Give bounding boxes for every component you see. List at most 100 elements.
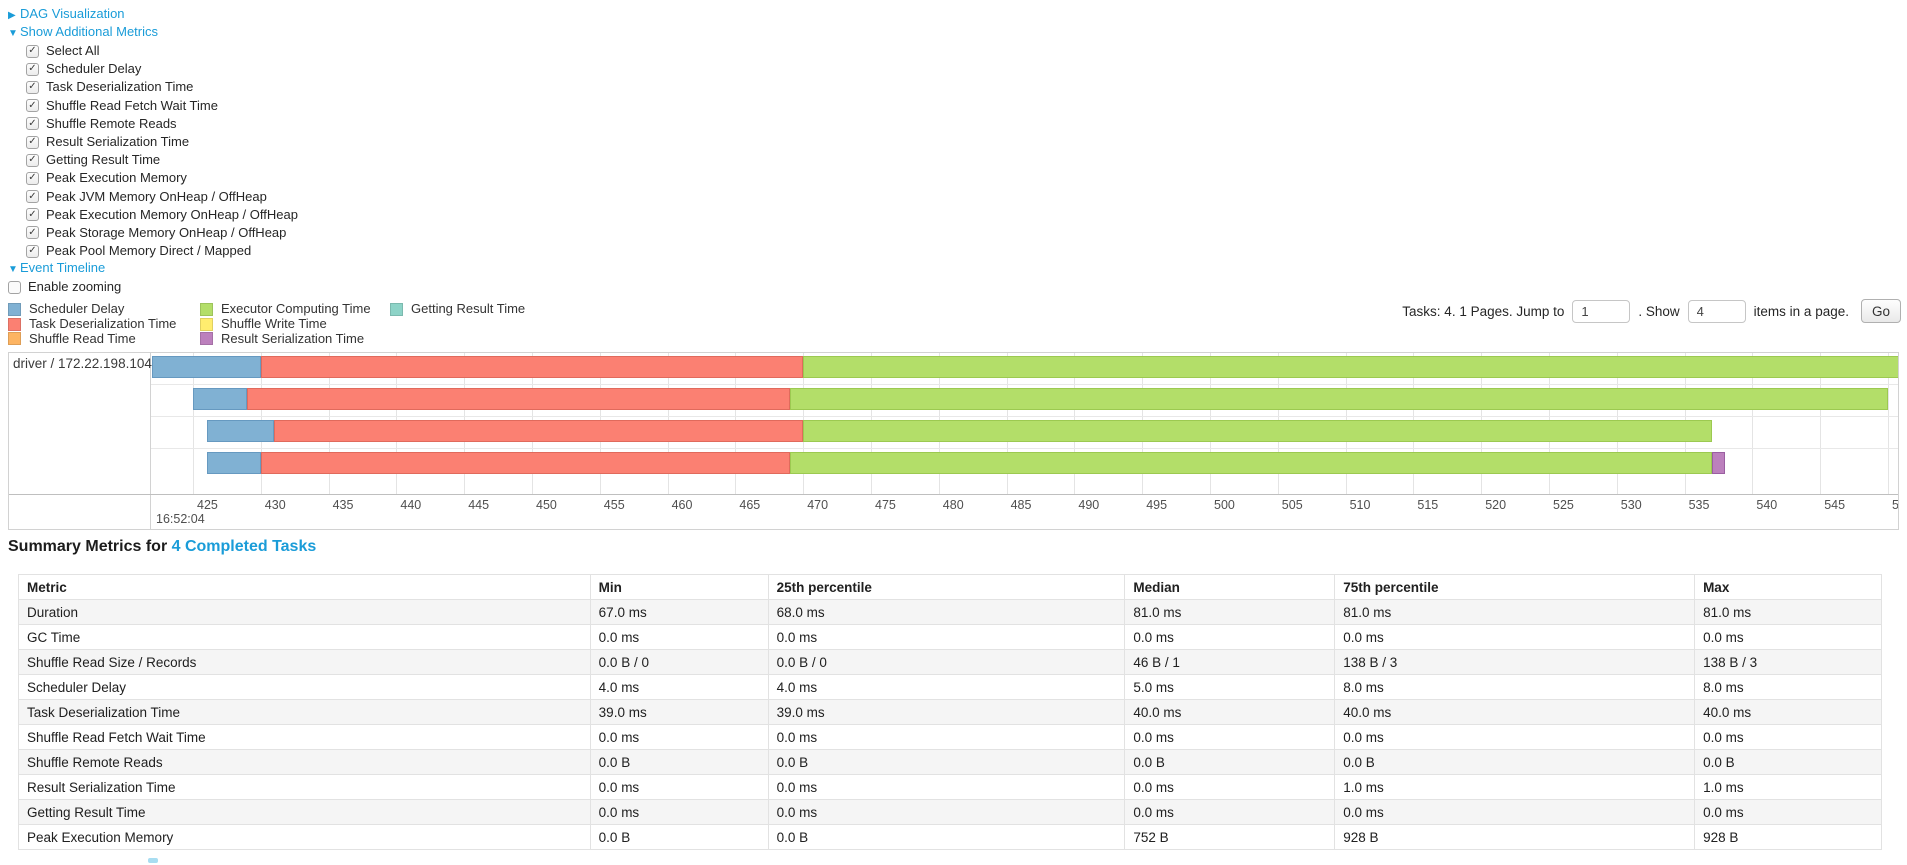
getting-result-swatch-icon [390,302,403,316]
metric-value-cell: 0.0 ms [767,724,1126,750]
checked-checkbox[interactable]: ✓ [26,44,39,58]
metric-checkbox-row[interactable]: ✓ Peak Execution Memory OnHeap / OffHeap [26,206,298,224]
metric-checkbox-label: Select All [46,43,100,58]
completed-tasks-link[interactable]: 4 Completed Tasks [171,538,317,555]
axis-tick-label: 495 [1146,498,1168,512]
legend-item: Getting Result Time [390,302,525,317]
table-row: Scheduler Delay 4.0 ms 4.0 ms 5.0 ms 8.0 ms 8… [18,674,1882,700]
metric-value-cell: 0.0 ms [1124,624,1336,650]
metric-value-cell: 81.0 ms [1694,599,1882,625]
metric-checkbox-row[interactable]: ✓ Result Serialization Time [26,133,298,151]
metric-value-cell: 1.0 ms [1694,774,1882,800]
metric-name-cell: Result Serialization Time [18,774,591,800]
scheduler-delay-swatch-icon [8,302,21,316]
axis-tick-label: 505 [1281,498,1303,512]
task-4-scheduler-delay-bar[interactable] [206,452,261,474]
task-pagination: Tasks: 4. 1 Pages. Jump to . Show items … [1398,296,1901,326]
metric-value-cell: 81.0 ms [1334,599,1696,625]
metric-value-cell: 0.0 ms [1124,799,1336,825]
lane-separator [151,416,1898,417]
metric-checkbox-row[interactable]: ✓ Getting Result Time [26,151,298,169]
task-3-executor-computing-bar[interactable] [803,420,1712,442]
metric-value-cell: 0.0 B [1124,749,1336,775]
metric-value-cell: 0.0 ms [767,624,1126,650]
axis-tick-label: 520 [1485,498,1507,512]
axis-tick-label: 450 [536,498,557,512]
checked-checkbox[interactable]: ✓ [26,244,39,258]
axis-tick-label: 470 [807,498,829,512]
jump-to-page-input[interactable] [1572,299,1631,323]
metric-checkbox-row[interactable]: ✓ Peak JVM Memory OnHeap / OffHeap [26,188,298,206]
task-4-task-deserialization-bar[interactable] [260,452,790,474]
table-row: Shuffle Remote Reads 0.0 B 0.0 B 0.0 B 0.0 B… [18,749,1882,775]
dag-visualization-label: DAG Visualization [20,6,125,21]
metric-value-cell: 928 B [1694,824,1882,850]
task-2-executor-computing-bar[interactable] [789,388,1889,410]
task-3-scheduler-delay-bar[interactable] [206,420,275,442]
items-per-page-input[interactable] [1687,299,1746,323]
checked-checkbox[interactable]: ✓ [26,135,39,149]
metric-checkbox-label: Peak JVM Memory OnHeap / OffHeap [46,188,267,204]
task-1-task-deserialization-bar[interactable] [260,356,804,378]
metric-checkbox-label: Shuffle Read Fetch Wait Time [46,97,218,113]
metric-value-cell: 8.0 ms [1694,674,1882,700]
metric-checkbox-row[interactable]: ✓ Select All [26,42,298,60]
metric-name-cell: Scheduler Delay [18,674,591,700]
timeline-major-time-label: 16:52:04 [156,512,205,526]
metric-checkbox-row[interactable]: ✓ Task Deserialization Time [26,78,298,96]
task-1-executor-computing-bar[interactable] [803,356,1898,378]
executor-group-label: driver / 172.22.198.104 [13,356,152,371]
metric-checkbox-row[interactable]: ✓ Shuffle Read Fetch Wait Time [26,97,298,115]
checked-checkbox[interactable]: ✓ [26,62,39,76]
event-timeline-chart: driver / 172.22.198.104 425 430 435 440 445 4… [8,352,1899,530]
result-serialization-swatch-icon [200,332,213,346]
task-3-task-deserialization-bar[interactable] [274,420,804,442]
event-timeline-toggle[interactable]: ▼ Event Timeline [8,260,298,276]
metric-checkbox-row[interactable]: ✓ Peak Storage Memory OnHeap / OffHeap [26,224,298,242]
task-4-executor-computing-bar[interactable] [789,452,1712,474]
axis-tick-label: 460 [671,498,693,512]
metric-name-cell: Peak Execution Memory [18,824,591,850]
metric-value-cell: 68.0 ms [767,599,1126,625]
enable-zooming-checkbox[interactable] [8,280,21,294]
gridline [1888,353,1889,494]
checked-checkbox[interactable]: ✓ [26,153,39,167]
metric-checkbox-row[interactable]: ✓ Scheduler Delay [26,60,298,78]
column-header: Max [1694,574,1882,600]
dag-visualization-toggle[interactable]: ▶ DAG Visualization [8,6,298,22]
metric-name-cell: Getting Result Time [18,799,591,825]
metric-value-cell: 0.0 ms [1694,799,1882,825]
timeline-plot-area[interactable] [151,353,1898,494]
metric-value-cell: 0.0 ms [1694,724,1882,750]
checked-checkbox[interactable]: ✓ [26,80,39,94]
enable-zooming-checkbox-row[interactable]: Enable zooming [8,278,298,296]
show-additional-metrics-toggle[interactable]: ▼ Show Additional Metrics [8,24,298,40]
legend-item: Task Deserialization Time [8,317,200,332]
checked-checkbox[interactable]: ✓ [26,226,39,240]
event-timeline-label: Event Timeline [20,260,106,276]
pagination-prefix-text: Tasks: 4. 1 Pages. Jump to [1402,303,1565,319]
checked-checkbox[interactable]: ✓ [26,171,39,185]
checked-checkbox[interactable]: ✓ [26,117,39,131]
task-2-scheduler-delay-bar[interactable] [193,388,248,410]
task-2-task-deserialization-bar[interactable] [247,388,790,410]
checked-checkbox[interactable]: ✓ [26,190,39,204]
metric-value-cell: 0.0 B / 0 [767,649,1126,675]
column-header: 25th percentile [767,574,1126,600]
metric-checkbox-label: Shuffle Remote Reads [46,115,177,131]
cutoff-next-section-fragment [148,858,158,863]
axis-tick-label: 525 [1553,498,1574,512]
checked-checkbox[interactable]: ✓ [26,99,39,113]
metric-checkbox-row[interactable]: ✓ Shuffle Remote Reads [26,115,298,133]
metric-value-cell: 0.0 B [767,824,1126,850]
checked-checkbox[interactable]: ✓ [26,208,39,222]
metric-checkbox-row[interactable]: ✓ Peak Pool Memory Direct / Mapped [26,242,298,260]
task-4-result-serialization-bar[interactable] [1711,452,1726,474]
task-1-scheduler-delay-bar[interactable] [152,356,261,378]
axis-tick-label: 550 [1892,498,1898,512]
metric-value-cell: 0.0 B / 0 [589,649,769,675]
metric-value-cell: 67.0 ms [589,599,769,625]
metric-checkbox-row[interactable]: ✓ Peak Execution Memory [26,169,298,187]
go-button[interactable]: Go [1860,299,1901,323]
chevron-down-icon: ▼ [8,264,18,276]
